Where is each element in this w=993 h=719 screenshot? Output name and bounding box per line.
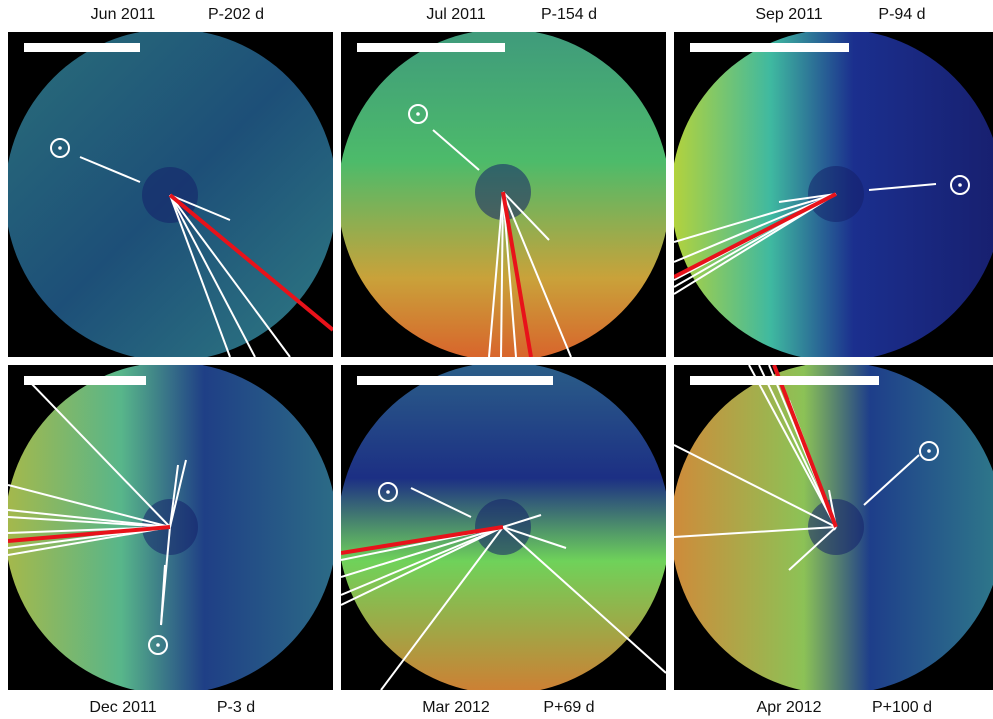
scale-bar xyxy=(690,43,849,52)
scale-bar xyxy=(357,376,553,385)
panel-content xyxy=(671,362,993,694)
image-panel xyxy=(671,29,993,361)
panel-date: Sep 2011 xyxy=(755,6,822,23)
panel-content xyxy=(671,29,993,361)
panel-phase: P-3 d xyxy=(217,699,255,716)
target-dot xyxy=(386,490,390,494)
scale-bar xyxy=(24,376,146,385)
image-panel xyxy=(338,29,670,361)
panel-phase: P-94 d xyxy=(878,6,925,23)
panel-date: Mar 2012 xyxy=(422,699,490,716)
target-dot xyxy=(156,643,160,647)
panel-phase: P+69 d xyxy=(543,699,594,716)
panel-phase: P-202 d xyxy=(208,6,264,23)
target-dot xyxy=(58,146,62,150)
target-dot xyxy=(927,449,931,453)
panel-date: Jun 2011 xyxy=(91,6,156,23)
figure: Jun 2011 P-202 d Jul 2011 P-154 d Sep 2011 P-… xyxy=(0,0,993,719)
image-panel xyxy=(338,362,670,694)
scale-bar xyxy=(357,43,505,52)
figure-canvas: Jun 2011 P-202 d Jul 2011 P-154 d Sep 2011 P-… xyxy=(0,0,993,719)
panel-phase: P+100 d xyxy=(872,699,932,716)
panel-content xyxy=(5,362,337,694)
panel-content xyxy=(5,29,337,361)
panel-date: Jul 2011 xyxy=(426,6,485,23)
panel-date: Apr 2012 xyxy=(757,699,822,716)
panel-content xyxy=(338,362,670,694)
target-dot xyxy=(416,112,420,116)
image-panel xyxy=(5,362,337,694)
target-dot xyxy=(958,183,962,187)
image-panel xyxy=(671,362,993,694)
scale-bar xyxy=(24,43,140,52)
scale-bar xyxy=(690,376,879,385)
panel-content xyxy=(338,29,670,361)
image-panel xyxy=(5,29,337,361)
panel-date: Dec 2011 xyxy=(89,699,156,716)
panel-phase: P-154 d xyxy=(541,6,597,23)
